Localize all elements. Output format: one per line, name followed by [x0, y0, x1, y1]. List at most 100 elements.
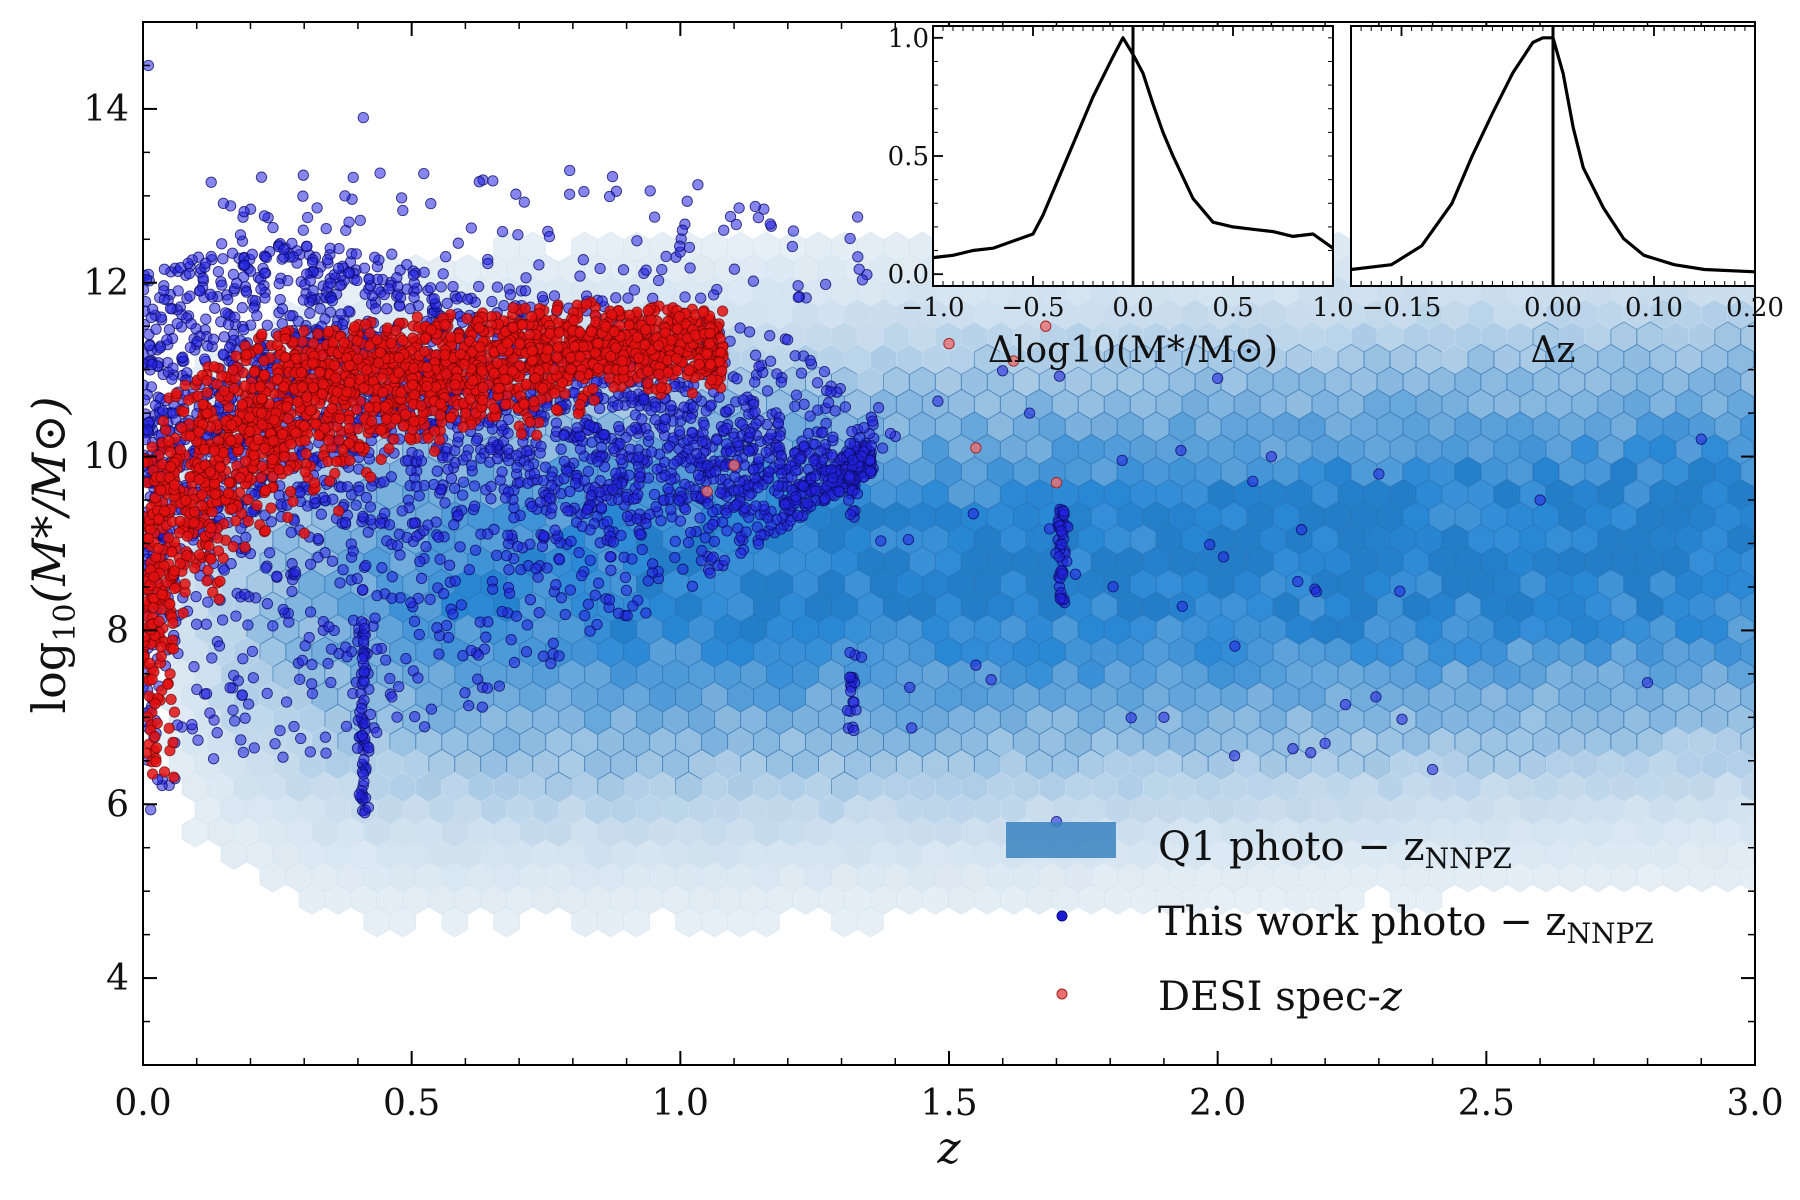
- this-work-point: [304, 746, 316, 758]
- this-work-point: [786, 240, 799, 253]
- this-work-point: [502, 529, 514, 541]
- this-work-point: [381, 303, 393, 315]
- this-work-point: [500, 550, 513, 562]
- this-work-point: [503, 587, 516, 600]
- this-work-point: [677, 563, 689, 575]
- this-work-point: [251, 309, 263, 322]
- this-work-point: [534, 447, 546, 459]
- this-work-point: [391, 539, 404, 552]
- this-work-point: [457, 489, 469, 501]
- this-work-point: [432, 531, 445, 543]
- this-work-point: [452, 237, 464, 249]
- this-work-point: [482, 257, 494, 270]
- this-work-point: [218, 331, 230, 343]
- this-work-point: [356, 702, 368, 714]
- this-work-point: [155, 311, 167, 323]
- this-work-point: [640, 607, 652, 619]
- this-work-point: [347, 171, 359, 184]
- this-work-point: [519, 285, 532, 297]
- this-work-point: [425, 197, 437, 210]
- this-work-point: [397, 204, 409, 217]
- this-work-point: [576, 520, 588, 533]
- this-work-point: [714, 487, 727, 499]
- this-work-point: [718, 554, 731, 567]
- this-work-point: [985, 674, 997, 686]
- this-work-point: [848, 696, 860, 708]
- this-work-point: [803, 447, 815, 459]
- this-work-point: [185, 318, 197, 330]
- this-work-point: [1058, 505, 1070, 518]
- this-work-point: [1229, 640, 1241, 652]
- this-work-point: [564, 164, 576, 177]
- this-work-point: [1396, 713, 1408, 725]
- this-work-point: [188, 661, 200, 673]
- hexbin-cell: [1753, 395, 1755, 414]
- this-work-point: [792, 291, 804, 304]
- hexbin-cell: [1753, 530, 1755, 549]
- this-work-point: [393, 528, 405, 540]
- this-work-point: [589, 589, 601, 601]
- this-work-point: [1125, 712, 1137, 724]
- this-work-point: [457, 476, 470, 488]
- this-work-point: [533, 259, 545, 271]
- this-work-point: [485, 493, 497, 505]
- this-work-point: [692, 469, 705, 481]
- this-work-point: [323, 621, 335, 633]
- this-work-point: [522, 477, 534, 489]
- this-work-point: [851, 211, 864, 223]
- this-work-point: [258, 210, 271, 222]
- this-work-point: [789, 350, 801, 362]
- this-work-point: [383, 519, 396, 531]
- this-work-point: [340, 720, 353, 733]
- this-work-point: [443, 559, 456, 571]
- this-work-point: [775, 523, 787, 535]
- this-work-point: [476, 701, 489, 713]
- this-work-point: [720, 507, 733, 519]
- this-work-point: [781, 334, 794, 346]
- this-work-point: [1069, 568, 1082, 580]
- this-work-point: [339, 190, 351, 202]
- this-work-point: [267, 221, 279, 234]
- this-work-point: [737, 394, 749, 406]
- this-work-point: [790, 389, 803, 401]
- this-work-point: [604, 551, 616, 563]
- this-work-point: [420, 541, 432, 553]
- this-work-point: [797, 480, 810, 492]
- this-work-point: [932, 395, 944, 407]
- this-work-point: [659, 413, 671, 426]
- this-work-point: [418, 266, 430, 279]
- this-work-point: [475, 452, 487, 464]
- this-work-point: [751, 521, 763, 533]
- this-work-point: [1373, 468, 1385, 480]
- hexbin-cell: [1753, 800, 1755, 819]
- this-work-point: [297, 190, 309, 202]
- this-work-point: [707, 551, 719, 563]
- this-work-point: [292, 315, 304, 327]
- this-work-point: [413, 490, 425, 502]
- this-work-point: [304, 606, 317, 618]
- this-work-point: [701, 459, 714, 472]
- this-work-point: [718, 224, 730, 236]
- this-work-point: [440, 619, 453, 632]
- this-work-point: [191, 683, 203, 696]
- this-work-point: [230, 610, 242, 622]
- this-work-point: [578, 185, 590, 198]
- this-work-point: [297, 224, 309, 236]
- this-work-point: [512, 229, 524, 241]
- this-work-point: [613, 421, 625, 433]
- this-work-point: [229, 311, 241, 323]
- this-work-point: [287, 251, 299, 263]
- this-work-point: [255, 171, 268, 183]
- this-work-point: [511, 540, 524, 553]
- this-work-point: [619, 571, 632, 584]
- this-work-point: [603, 190, 616, 203]
- this-work-point: [431, 622, 443, 634]
- this-work-point: [496, 605, 508, 618]
- this-work-point: [226, 247, 239, 259]
- this-work-point: [395, 192, 408, 204]
- this-work-point: [380, 654, 392, 666]
- this-work-point: [200, 313, 212, 325]
- this-work-point: [217, 197, 230, 210]
- this-work-point: [582, 598, 595, 610]
- this-work-point: [358, 675, 370, 688]
